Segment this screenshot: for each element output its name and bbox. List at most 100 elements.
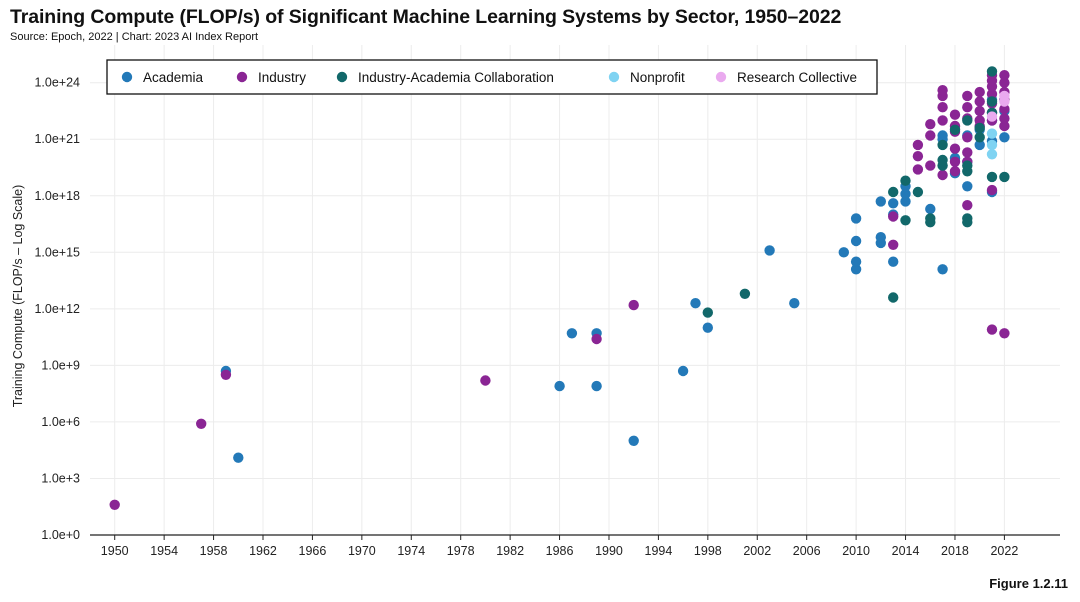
point-academia (888, 198, 899, 209)
point-industry-academia-collaboration (702, 307, 713, 318)
point-industry (986, 184, 998, 196)
point-academia (702, 322, 713, 333)
chart-title: Training Compute (FLOP/s) of Significant… (10, 6, 842, 28)
x-tick-label: 2014 (892, 544, 920, 558)
point-academia (233, 452, 244, 463)
point-academia (838, 247, 849, 258)
x-tick-label: 1974 (397, 544, 425, 558)
point-industry-academia-collaboration (888, 186, 899, 198)
point-industry (937, 169, 948, 181)
point-industry (949, 109, 961, 120)
point-academia (554, 380, 565, 392)
legend-label: Nonprofit (630, 70, 685, 85)
point-industry (999, 328, 1010, 339)
point-industry (962, 200, 973, 211)
x-tick-label: 1994 (645, 544, 673, 558)
point-industry (109, 499, 120, 510)
point-academia (925, 203, 936, 215)
point-industry-academia-collaboration (999, 171, 1010, 183)
legend-label: Academia (143, 70, 204, 85)
point-academia (764, 245, 775, 256)
figure-label: Figure 1.2.11 (989, 576, 1068, 591)
point-industry-academia-collaboration (986, 66, 998, 77)
point-academia (875, 196, 886, 207)
y-tick-label: 1.0e+3 (41, 471, 80, 485)
x-tick-label: 1958 (200, 544, 228, 558)
legend-box (106, 59, 878, 95)
legend-label: Industry-Academia Collaboration (358, 70, 554, 85)
point-academia (789, 298, 800, 309)
point-industry-academia-collaboration (888, 292, 899, 303)
point-academia (850, 256, 862, 267)
point-academia (850, 235, 862, 247)
point-academia (974, 139, 985, 151)
y-tick-label: 1.0e+9 (41, 358, 80, 372)
point-nonprofit (986, 128, 998, 139)
point-industry-academia-collaboration (986, 171, 998, 183)
point-industry-academia-collaboration (974, 122, 985, 134)
legend: Academia Industry Industry-Academia Collab… (106, 59, 878, 95)
point-industry-academia-collaboration (912, 186, 924, 198)
point-industry (974, 105, 985, 117)
point-industry (974, 96, 985, 107)
point-academia (900, 196, 911, 207)
point-nonprofit (986, 149, 998, 160)
point-industry (999, 70, 1010, 81)
point-industry (962, 102, 973, 113)
point-industry-academia-collaboration (986, 96, 998, 107)
x-tick-label: 1998 (694, 544, 722, 558)
point-industry-academia-collaboration (900, 215, 911, 226)
point-industry-academia-collaboration (962, 115, 973, 126)
point-industry (962, 132, 973, 143)
legend-marker (715, 71, 727, 83)
point-academia (628, 435, 639, 446)
y-tick-label: 1.0e+12 (34, 302, 80, 316)
point-industry (888, 239, 899, 250)
point-industry (962, 147, 973, 158)
point-industry-academia-collaboration (900, 175, 911, 186)
point-industry (480, 375, 491, 386)
y-axis-label: Training Compute (FLOP/s – Log Scale) (11, 185, 25, 408)
x-tick-label: 2002 (743, 544, 771, 558)
legend-item-industry: Industry (236, 70, 306, 85)
x-tick-label: 1954 (150, 544, 178, 558)
legend-item-nonprofit: Nonprofit (608, 70, 685, 85)
y-tick-label: 1.0e+21 (34, 132, 80, 146)
x-tick-label: 1986 (546, 544, 574, 558)
legend-item-academia: Academia (121, 70, 204, 85)
legend-marker (336, 71, 348, 83)
x-tick-label: 1982 (496, 544, 524, 558)
point-industry (999, 77, 1010, 88)
point-industry-academia-collaboration (925, 213, 936, 224)
point-research-collective (999, 90, 1010, 102)
point-academia (875, 232, 886, 243)
point-research-collective (986, 111, 998, 122)
point-industry (986, 88, 998, 100)
point-industry (912, 164, 924, 175)
legend-marker (121, 71, 133, 83)
point-industry (974, 86, 985, 98)
point-industry (937, 102, 948, 113)
point-academia (962, 181, 973, 192)
point-academia (937, 130, 948, 141)
point-academia (937, 264, 948, 275)
point-industry-academia-collaboration (739, 288, 751, 299)
point-industry (925, 160, 936, 171)
point-industry-academia-collaboration (962, 160, 973, 171)
point-industry (949, 156, 961, 167)
point-industry (628, 299, 639, 311)
point-industry (986, 324, 998, 335)
x-tick-label: 1966 (299, 544, 327, 558)
x-tick-label: 2022 (990, 544, 1018, 558)
point-industry (999, 103, 1010, 115)
point-industry (925, 119, 936, 130)
point-industry (999, 120, 1010, 132)
x-tick-label: 1970 (348, 544, 376, 558)
point-academia (591, 380, 602, 392)
legend-label: Industry (258, 70, 306, 85)
point-academia (566, 328, 578, 339)
chart-subtitle: Source: Epoch, 2022 | Chart: 2023 AI Ind… (10, 31, 259, 43)
point-industry-academia-collaboration (962, 213, 973, 224)
legend-marker (608, 71, 620, 83)
